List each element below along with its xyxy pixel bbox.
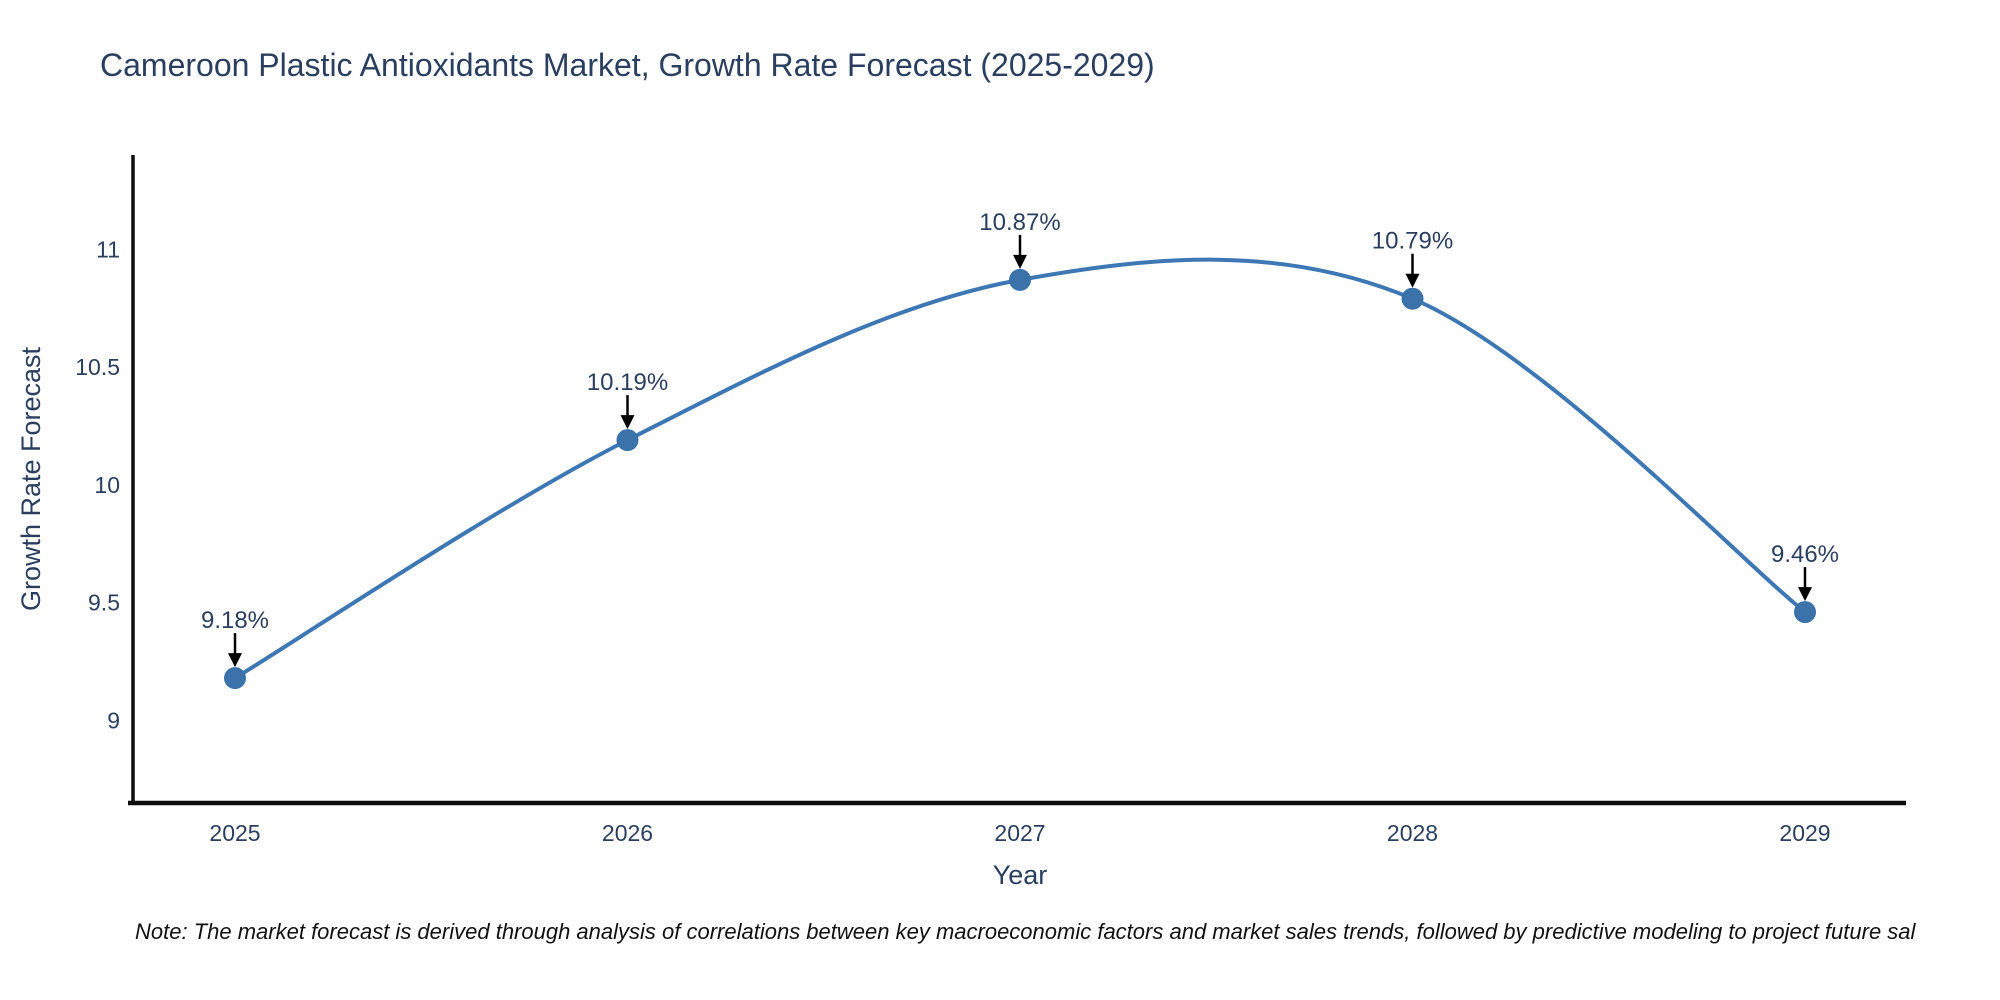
y-tick-label: 9: [107, 708, 120, 734]
y-tick-label: 10.5: [75, 354, 120, 380]
y-axis-title: Growth Rate Forecast: [16, 346, 46, 611]
data-point-value-label: 10.87%: [979, 209, 1060, 236]
x-tick-label: 2026: [602, 820, 653, 846]
data-point-marker: [224, 667, 246, 690]
x-tick-label: 2029: [1779, 820, 1830, 846]
chart-title: Cameroon Plastic Antioxidants Market, Gr…: [100, 47, 1155, 83]
y-axis-tick-labels: 9 9.5 10 10.5 11: [75, 236, 120, 733]
data-point-marker: [1401, 287, 1424, 310]
y-tick-label: 10: [94, 472, 120, 498]
footnote: Note: The market forecast is derived thr…: [135, 919, 1916, 944]
annotation-arrowhead-icon: [1405, 273, 1420, 288]
x-axis-title: Year: [993, 860, 1048, 890]
data-point-value-label: 10.19%: [587, 369, 668, 396]
data-point-value-label: 9.18%: [201, 607, 269, 634]
annotation-arrowhead-icon: [1013, 254, 1027, 269]
x-tick-label: 2028: [1387, 820, 1438, 846]
data-point-marker: [1009, 268, 1031, 291]
annotation-arrowhead-icon: [620, 415, 635, 430]
data-point-marker: [1794, 601, 1816, 624]
x-tick-label: 2027: [994, 820, 1045, 846]
forecast-line-path: [233, 257, 1807, 681]
annotation-arrowhead-icon: [1798, 587, 1812, 602]
annotation-arrowhead-icon: [228, 653, 242, 668]
y-tick-label: 9.5: [88, 590, 120, 616]
data-point-value-label: 10.79%: [1372, 228, 1453, 255]
x-axis-tick-labels: 2025 2026 2027 2028 2029: [209, 820, 1830, 846]
x-tick-label: 2025: [209, 820, 260, 846]
data-point-value-label: 9.46%: [1771, 541, 1839, 568]
data-point-markers: [224, 268, 1816, 690]
data-point-annotations: 9.18% 10.19% 10.87% 10.79% 9.46%: [201, 209, 1839, 668]
data-point-marker: [616, 429, 639, 452]
y-tick-label: 11: [96, 236, 120, 262]
forecast-spline-curve: [233, 257, 1807, 681]
